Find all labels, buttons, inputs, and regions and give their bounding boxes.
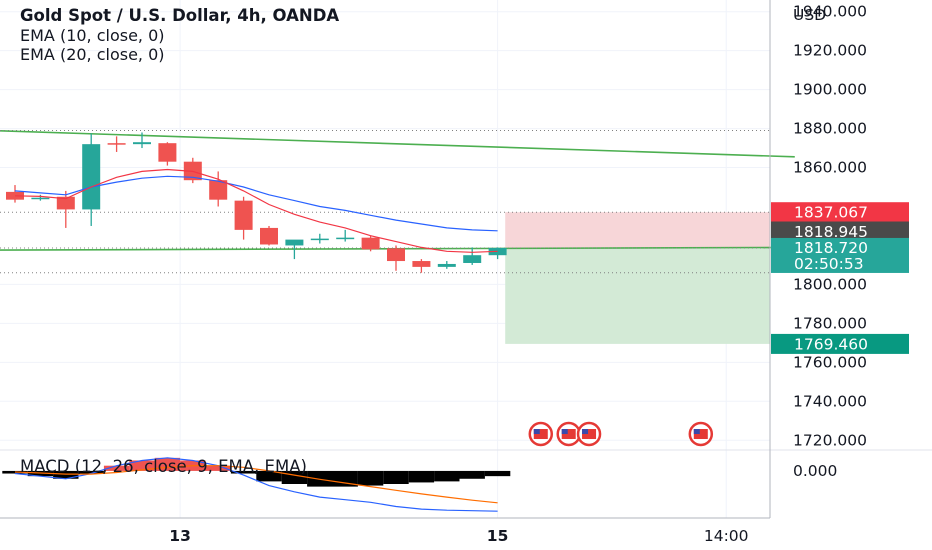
bar-countdown: 02:50:53 bbox=[794, 255, 864, 273]
candle-body bbox=[412, 261, 431, 267]
candle-body bbox=[336, 237, 355, 240]
candle-body bbox=[158, 143, 177, 162]
chart-title: Gold Spot / U.S. Dollar, 4h, OANDA bbox=[20, 6, 340, 25]
candle-body bbox=[463, 255, 482, 263]
ema-fast-legend: EMA (10, close, 0) bbox=[20, 26, 165, 45]
macd-histogram-bar bbox=[357, 470, 384, 486]
ema-lines bbox=[14, 168, 498, 253]
candle-body bbox=[361, 237, 380, 250]
macd-histogram-bar bbox=[53, 470, 79, 479]
flag-canton bbox=[582, 429, 589, 434]
flag-canton bbox=[561, 429, 568, 434]
take-profit-zone bbox=[505, 247, 770, 344]
candle-body bbox=[31, 197, 50, 200]
target-price-value: 1769.460 bbox=[794, 335, 868, 353]
candle-body bbox=[133, 142, 151, 145]
candle-body bbox=[107, 143, 126, 145]
price-tick-label: 1880.000 bbox=[793, 120, 867, 138]
candle-body bbox=[82, 144, 101, 210]
mid-price-value: 1818.945 bbox=[794, 223, 868, 241]
time-tick-label: 15 bbox=[487, 527, 509, 545]
macd-histogram-bar bbox=[205, 465, 231, 471]
candle-body bbox=[437, 263, 456, 267]
price-tick-label: 1740.000 bbox=[793, 392, 867, 410]
macd-zero-label: 0.000 bbox=[793, 462, 837, 480]
candle-body bbox=[310, 238, 329, 241]
macd-histogram-bar bbox=[332, 470, 358, 487]
last-price-tag bbox=[771, 237, 909, 273]
macd-legend: MACD (12, 26, close, 9, EMA, EMA) bbox=[20, 457, 307, 476]
flag-canton bbox=[693, 429, 700, 434]
event-markers bbox=[528, 421, 714, 447]
flag-canton bbox=[533, 429, 540, 434]
price-tick-label: 1760.000 bbox=[793, 353, 867, 371]
macd-histogram-bar bbox=[129, 460, 155, 471]
candles bbox=[6, 132, 507, 273]
macd-histogram-bar bbox=[484, 470, 511, 477]
macd-histogram-bar bbox=[256, 470, 282, 482]
macd-histogram-bar bbox=[459, 470, 485, 479]
macd-signal-line bbox=[14, 465, 498, 504]
candle-body bbox=[234, 200, 253, 230]
ema-fast-line bbox=[14, 168, 498, 253]
last-price-value: 1818.720 bbox=[794, 239, 868, 257]
stop-price-value: 1837.067 bbox=[794, 204, 868, 222]
trendline-upper bbox=[0, 130, 795, 158]
candle-body bbox=[209, 180, 228, 200]
flag-stripes bbox=[561, 429, 576, 439]
price-tick-label: 1860.000 bbox=[793, 159, 867, 177]
price-tick-label: 1800.000 bbox=[793, 275, 867, 293]
candle-body bbox=[56, 196, 75, 210]
price-axis-currency: USD bbox=[793, 6, 826, 24]
level-lines bbox=[0, 130, 770, 274]
stop-loss-zone bbox=[505, 212, 770, 248]
price-tick-label: 1780.000 bbox=[793, 314, 867, 332]
price-tick-label: 1920.000 bbox=[793, 42, 867, 60]
macd-histogram-bar bbox=[434, 470, 460, 482]
macd-histogram-bar bbox=[78, 470, 104, 474]
target-price-tag bbox=[771, 333, 909, 354]
ema-slow-line bbox=[14, 175, 498, 232]
price-tick-label: 1720.000 bbox=[793, 431, 867, 449]
macd-histogram-bar bbox=[383, 470, 409, 484]
flag-stripes bbox=[693, 429, 708, 439]
time-tick-label: 13 bbox=[169, 527, 191, 545]
candle-body bbox=[387, 248, 405, 262]
macd-histogram-bar bbox=[230, 470, 257, 474]
candle-body bbox=[260, 227, 278, 245]
flag-stripes bbox=[533, 429, 548, 439]
ema-slow-legend: EMA (20, close, 0) bbox=[20, 45, 165, 64]
candle-body bbox=[6, 191, 24, 200]
macd-histogram-bar bbox=[103, 465, 130, 471]
time-tick-label: 14:00 bbox=[704, 527, 749, 545]
macd-histogram-bar bbox=[408, 470, 435, 483]
price-tick-label: 1900.000 bbox=[793, 81, 867, 99]
macd-line bbox=[14, 457, 498, 512]
price-tick-label: 1940.000 bbox=[793, 3, 867, 21]
macd-pane bbox=[2, 457, 511, 512]
position-zones bbox=[505, 212, 770, 344]
flag-stripes bbox=[582, 429, 597, 439]
stop-price-tag bbox=[771, 202, 909, 223]
mid-price-tag bbox=[771, 221, 909, 242]
candle-body bbox=[285, 239, 304, 246]
